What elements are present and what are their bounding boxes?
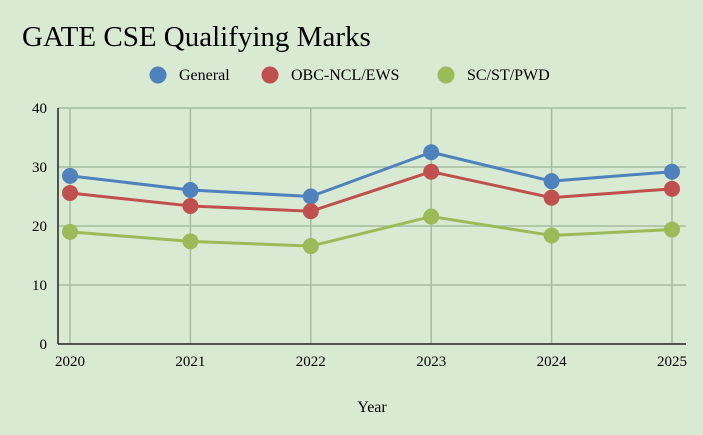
series-line-0 [69,150,673,198]
data-point [423,163,440,180]
y-tick-label: 0 [40,337,48,353]
data-point [62,184,78,201]
data-point [182,182,199,199]
data-point [543,173,560,190]
y-tick-label: 10 [32,278,47,294]
legend-label-0: General [179,67,230,84]
y-tick-label: 20 [32,219,47,235]
axes: 0 10 20 30 40 2020 2021 2022 2023 2024 2025 [32,101,687,370]
data-point [182,197,199,214]
data-point [182,233,199,250]
chart-title: GATE CSE Qualifying Marks [22,21,371,53]
series-group [62,144,680,255]
x-tick-label: 2023 [416,354,446,370]
legend-marker-2 [437,66,455,84]
legend: General OBC-NCL/EWS SC/ST/PWD [149,66,550,84]
data-point [543,189,560,206]
data-point [302,188,319,205]
x-axis-label: Year [357,399,387,416]
data-point [664,180,680,197]
data-point [302,203,319,220]
legend-label-2: SC/ST/PWD [467,67,550,84]
data-point [62,167,78,184]
grid [58,107,686,344]
y-tick-label: 40 [32,101,47,117]
x-tick-label: 2020 [55,354,85,370]
data-point [543,227,560,244]
y-tick-label: 30 [32,160,47,176]
legend-label-1: OBC-NCL/EWS [291,67,399,84]
data-point [664,163,680,180]
x-tick-label: 2021 [175,354,205,370]
x-tick-label: 2022 [296,354,326,370]
x-tick-label: 2024 [537,354,568,370]
data-point [62,223,78,240]
series-line-1 [69,170,673,213]
data-point [423,144,440,161]
series-line-2 [69,215,673,248]
data-point [302,238,319,255]
data-point [423,208,440,225]
legend-marker-1 [261,66,279,84]
data-point [664,221,680,238]
legend-marker-0 [149,66,167,84]
x-tick-label: 2025 [657,354,687,370]
